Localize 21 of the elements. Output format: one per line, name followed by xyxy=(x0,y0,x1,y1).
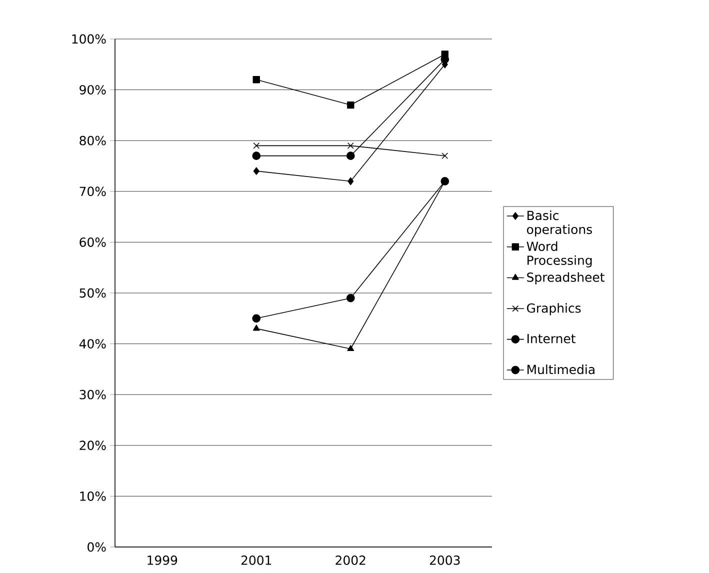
y-tick-label: 0% xyxy=(88,542,106,552)
legend-label: Spreadsheet xyxy=(527,272,604,284)
y-tick-label: 20% xyxy=(80,440,106,450)
y-tick-label: 70% xyxy=(80,186,106,196)
x-tick-label: 2001 xyxy=(241,555,272,565)
x-tick-label: 2002 xyxy=(336,555,366,565)
y-tick-label: 100% xyxy=(72,34,106,44)
y-tick-label: 30% xyxy=(80,390,106,400)
legend-label: Graphics xyxy=(527,303,581,316)
y-tick-label: 90% xyxy=(80,85,106,94)
x-tick-label: 1999 xyxy=(148,555,178,565)
y-tick-label: 60% xyxy=(80,237,106,247)
legend-label: Internet xyxy=(528,334,576,344)
legend-label: Word Processing xyxy=(526,241,592,268)
y-tick-label: 40% xyxy=(79,339,106,349)
y-tick-label: 50% xyxy=(80,288,106,298)
x-tick-label: 2003 xyxy=(430,555,460,565)
y-tick-label: 80% xyxy=(80,136,106,146)
legend-label: Basic operations xyxy=(526,210,592,237)
y-tick-label: 10% xyxy=(80,491,106,501)
legend-label: Multimedia xyxy=(528,364,594,374)
